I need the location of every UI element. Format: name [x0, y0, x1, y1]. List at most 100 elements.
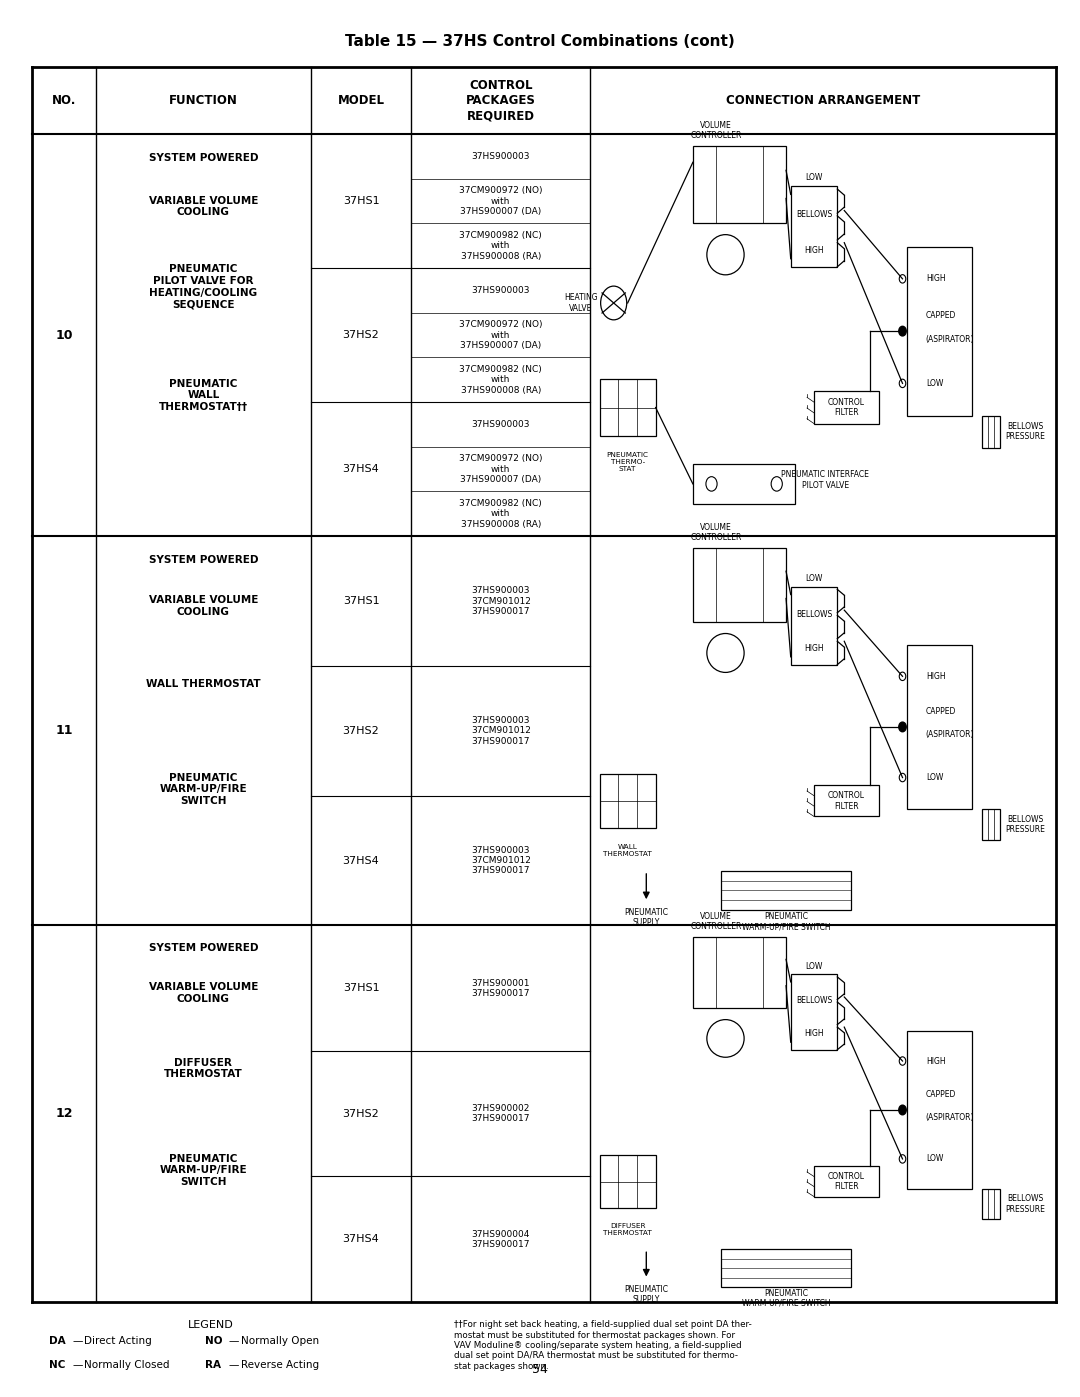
Text: PNEUMATIC
WARM-UP/FIRE
SWITCH: PNEUMATIC WARM-UP/FIRE SWITCH [160, 773, 247, 806]
Text: (ASPIRATOR): (ASPIRATOR) [926, 1113, 974, 1122]
Text: PNEUMATIC
SUPPLY: PNEUMATIC SUPPLY [624, 908, 669, 928]
Text: DA: DA [49, 1336, 65, 1347]
Text: 37HS2: 37HS2 [342, 726, 379, 736]
Text: MODEL: MODEL [338, 94, 384, 108]
Text: —: — [72, 1336, 83, 1347]
Text: 37HS900003
37CM901012
37HS900017: 37HS900003 37CM901012 37HS900017 [471, 845, 530, 876]
Ellipse shape [706, 235, 744, 275]
Text: —: — [229, 1359, 240, 1370]
Text: WALL
THERMOSTAT: WALL THERMOSTAT [604, 844, 652, 856]
Text: 37HS900002
37HS900017: 37HS900002 37HS900017 [472, 1104, 530, 1123]
Text: 37HS900003: 37HS900003 [472, 152, 530, 161]
Text: VOLUME
CONTROLLER: VOLUME CONTROLLER [690, 912, 742, 932]
Bar [599, 774, 656, 828]
Text: 37CM900972 (NO)
with
37HS900007 (DA): 37CM900972 (NO) with 37HS900007 (DA) [459, 454, 542, 485]
Text: VARIABLE VOLUME
COOLING: VARIABLE VOLUME COOLING [149, 982, 258, 1004]
Text: 37HS1: 37HS1 [342, 983, 379, 993]
Text: Normally Closed: Normally Closed [84, 1359, 170, 1370]
Text: LOW: LOW [806, 173, 823, 183]
Text: VOLUME
CONTROLLER: VOLUME CONTROLLER [690, 120, 742, 140]
Ellipse shape [706, 633, 744, 672]
Text: CAPPED: CAPPED [926, 310, 956, 320]
Text: ††For night set back heating, a field-supplied dual set point DA ther-
mostat mu: ††For night set back heating, a field-su… [454, 1320, 752, 1370]
Text: NC: NC [49, 1359, 65, 1370]
Bar [982, 809, 1000, 840]
Text: WALL THERMOSTAT: WALL THERMOSTAT [146, 679, 260, 689]
Text: CAPPED: CAPPED [926, 707, 956, 715]
Bar [907, 645, 972, 809]
Text: —: — [229, 1336, 240, 1347]
Text: 37CM900982 (NC)
with
37HS900008 (RA): 37CM900982 (NC) with 37HS900008 (RA) [459, 499, 542, 528]
Text: PNEUMATIC
THERMO-
STAT: PNEUMATIC THERMO- STAT [607, 451, 649, 472]
Bar [982, 1189, 1000, 1220]
Bar [791, 186, 837, 267]
Bar [814, 1166, 879, 1197]
Text: HIGH: HIGH [805, 644, 824, 652]
Text: VARIABLE VOLUME
COOLING: VARIABLE VOLUME COOLING [149, 196, 258, 218]
Text: 37HS900003
37CM901012
37HS900017: 37HS900003 37CM901012 37HS900017 [471, 715, 530, 746]
Text: BELLOWS
PRESSURE: BELLOWS PRESSURE [1005, 1194, 1044, 1214]
Text: LOW: LOW [926, 773, 943, 782]
Text: Reverse Acting: Reverse Acting [241, 1359, 319, 1370]
Bar [693, 548, 786, 622]
Text: 37HS4: 37HS4 [342, 1234, 379, 1245]
Text: 37HS2: 37HS2 [342, 1109, 379, 1119]
Text: 37HS900003
37CM901012
37HS900017: 37HS900003 37CM901012 37HS900017 [471, 587, 530, 616]
Bar [720, 1249, 851, 1287]
Text: SYSTEM POWERED: SYSTEM POWERED [149, 943, 258, 953]
Text: HIGH: HIGH [926, 672, 945, 680]
Text: 37HS4: 37HS4 [342, 464, 379, 474]
Text: 11: 11 [55, 724, 72, 738]
Text: 37HS1: 37HS1 [342, 196, 379, 207]
Text: SYSTEM POWERED: SYSTEM POWERED [149, 555, 258, 564]
Text: LEGEND: LEGEND [188, 1320, 233, 1330]
Text: NO: NO [205, 1336, 222, 1347]
Text: 37HS900003: 37HS900003 [472, 286, 530, 295]
Text: BELLOWS: BELLOWS [796, 996, 832, 1006]
Text: FUNCTION: FUNCTION [168, 94, 238, 108]
Text: 37CM900982 (NC)
with
37HS900008 (RA): 37CM900982 (NC) with 37HS900008 (RA) [459, 365, 542, 395]
Text: HIGH: HIGH [805, 246, 824, 254]
Text: PNEUMATIC INTERFACE
PILOT VALVE: PNEUMATIC INTERFACE PILOT VALVE [782, 471, 869, 489]
Text: RA: RA [205, 1359, 221, 1370]
Bar [693, 937, 786, 1009]
Text: 37HS2: 37HS2 [342, 330, 379, 339]
Text: 37CM900972 (NO)
with
37HS900007 (DA): 37CM900972 (NO) with 37HS900007 (DA) [459, 186, 542, 217]
Bar [907, 1031, 972, 1189]
Text: 37HS900004
37HS900017: 37HS900004 37HS900017 [472, 1229, 530, 1249]
Bar [791, 587, 837, 665]
Text: Table 15 — 37HS Control Combinations (cont): Table 15 — 37HS Control Combinations (co… [346, 35, 734, 49]
Circle shape [899, 327, 906, 335]
Text: HEATING
VALVE: HEATING VALVE [564, 293, 598, 313]
Text: BELLOWS
PRESSURE: BELLOWS PRESSURE [1005, 422, 1044, 441]
Bar [814, 785, 879, 816]
Text: PNEUMATIC
WALL
THERMOSTAT††: PNEUMATIC WALL THERMOSTAT†† [159, 379, 248, 412]
Text: CONTROL
FILTER: CONTROL FILTER [828, 1172, 865, 1192]
Circle shape [899, 722, 906, 732]
Text: Normally Open: Normally Open [241, 1336, 319, 1347]
Text: 37HS4: 37HS4 [342, 855, 379, 866]
Text: 37HS900003: 37HS900003 [472, 420, 530, 429]
Text: 12: 12 [55, 1108, 72, 1120]
Text: NO.: NO. [52, 94, 77, 108]
Text: LOW: LOW [926, 379, 943, 388]
Text: 37HS1: 37HS1 [342, 597, 379, 606]
Bar [693, 464, 795, 504]
Text: HIGH: HIGH [926, 274, 945, 284]
Bar [693, 147, 786, 222]
Text: 37CM900982 (NC)
with
37HS900008 (RA): 37CM900982 (NC) with 37HS900008 (RA) [459, 231, 542, 261]
Text: CONTROL
FILTER: CONTROL FILTER [828, 398, 865, 418]
Text: LOW: LOW [806, 961, 823, 971]
Bar [814, 391, 879, 423]
Text: CONTROL
FILTER: CONTROL FILTER [828, 791, 865, 810]
Text: CAPPED: CAPPED [926, 1091, 956, 1099]
Text: LOW: LOW [806, 574, 823, 583]
Text: VARIABLE VOLUME
COOLING: VARIABLE VOLUME COOLING [149, 595, 258, 617]
Text: (ASPIRATOR): (ASPIRATOR) [926, 731, 974, 739]
Text: SYSTEM POWERED: SYSTEM POWERED [149, 154, 258, 163]
Text: BELLOWS
PRESSURE: BELLOWS PRESSURE [1005, 814, 1044, 834]
Text: (ASPIRATOR): (ASPIRATOR) [926, 335, 974, 344]
Bar [720, 870, 851, 909]
Bar [907, 247, 972, 415]
Text: BELLOWS: BELLOWS [796, 609, 832, 619]
